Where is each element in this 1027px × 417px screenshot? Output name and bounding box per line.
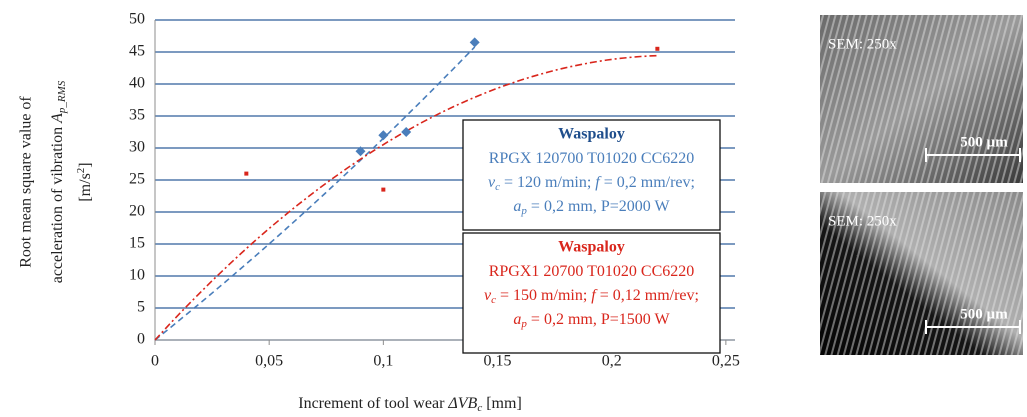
sem-images: SEM: 250x 500 µm SEM: 250x 500 µm bbox=[820, 15, 1023, 355]
legend-text: RPGX1 20700 T01020 CC6220 bbox=[489, 263, 695, 280]
legend-line: ap = 0,2 mm, P=1500 W bbox=[513, 311, 670, 330]
y-tick-label: 45 bbox=[129, 43, 145, 60]
legend-text: = 120 m/min; bbox=[500, 174, 595, 191]
sem-scale-label: 500 µm bbox=[960, 306, 1008, 322]
x-label-part: Increment of tool wear bbox=[298, 395, 448, 412]
y-label-line: Root mean square value of bbox=[18, 96, 35, 268]
legend-text: a bbox=[513, 198, 521, 215]
x-label-part: [mm] bbox=[482, 395, 522, 412]
point bbox=[655, 46, 660, 51]
legend-text: = 0,12 mm/rev; bbox=[596, 287, 699, 304]
legend-text: f bbox=[591, 287, 598, 304]
legend-text: c bbox=[495, 181, 500, 193]
y-label-line: acceleration of vibration Ap_RMS bbox=[49, 80, 68, 283]
y-tick-label: 5 bbox=[137, 299, 145, 316]
y-label-line: [m/s2] bbox=[75, 162, 94, 201]
legend-text: = 0,2 mm, P=2000 W bbox=[527, 198, 671, 215]
x-tick-label: 0,15 bbox=[484, 353, 512, 370]
y-label-part: A bbox=[49, 113, 66, 124]
point bbox=[378, 130, 389, 141]
y-tick-label: 15 bbox=[129, 235, 145, 252]
point bbox=[381, 187, 386, 192]
y-tick-label: 25 bbox=[129, 171, 145, 188]
y-tick-label: 40 bbox=[129, 75, 145, 92]
sem-scale-label: 500 µm bbox=[960, 134, 1008, 150]
legend-line: RPGX1 20700 T01020 CC6220 bbox=[489, 263, 695, 280]
legend-text: RPGX 120700 T01020 CC6220 bbox=[489, 150, 695, 167]
y-tick-label: 20 bbox=[129, 203, 145, 220]
legend-box bbox=[462, 119, 721, 231]
y-label-part: acceleration of vibration bbox=[49, 123, 66, 283]
y-tick-label: 30 bbox=[129, 139, 145, 156]
legend-line: RPGX 120700 T01020 CC6220 bbox=[489, 150, 695, 167]
legend-text: a bbox=[513, 311, 521, 328]
trend-line bbox=[154, 46, 476, 341]
x-tick-label: 0 bbox=[151, 353, 159, 370]
y-label-part: ] bbox=[77, 162, 94, 167]
x-tick-label: 0,2 bbox=[602, 353, 622, 370]
legend-text: = 0,2 mm/rev; bbox=[600, 174, 695, 191]
y-tick-label: 10 bbox=[129, 267, 145, 284]
point bbox=[244, 171, 249, 176]
x-tick-label: 0,05 bbox=[255, 353, 283, 370]
x-axis-label: Increment of tool wear ΔVBc [mm] bbox=[298, 395, 522, 414]
legend-box bbox=[462, 232, 721, 354]
sem-caption: SEM: 250x bbox=[828, 36, 897, 52]
legend-text: c bbox=[491, 294, 496, 306]
legend-text: p bbox=[520, 205, 527, 217]
y-tick-label: 50 bbox=[129, 11, 145, 28]
y-label-part: 2 bbox=[75, 168, 87, 174]
legend-text: v bbox=[488, 174, 496, 191]
legend-text: p bbox=[520, 318, 527, 330]
y-tick-label: 35 bbox=[129, 107, 145, 124]
x-label-part: c bbox=[477, 402, 482, 414]
y-label-part: p_RMS bbox=[56, 80, 68, 114]
x-tick-label: 0,25 bbox=[712, 353, 740, 370]
legend-title: Waspaloy bbox=[558, 126, 625, 143]
point bbox=[355, 146, 366, 157]
y-axis-label: Root mean square value of acceleration o… bbox=[18, 80, 94, 283]
plot-area: 0 5 10 15 20 25 30 35 40 45 50 0 0,05 0,1 0,15 0,2 0,25 bbox=[129, 11, 740, 370]
y-label-part: [m/s bbox=[77, 173, 94, 201]
sem-caption: SEM: 250x bbox=[828, 213, 897, 229]
legend-line: ap = 0,2 mm, P=2000 W bbox=[513, 198, 670, 217]
legend-text: f bbox=[595, 174, 602, 191]
legend-text: v bbox=[484, 287, 492, 304]
point bbox=[469, 37, 480, 48]
y-tick-label: 0 bbox=[137, 331, 145, 348]
legend-text: = 0,2 mm, P=1500 W bbox=[527, 311, 671, 328]
x-tick-label: 0,1 bbox=[373, 353, 393, 370]
legend-title: Waspaloy bbox=[558, 239, 625, 256]
legend-line: vc = 150 m/min; f = 0,12 mm/rev; bbox=[484, 287, 699, 306]
legend-line: vc = 120 m/min; f = 0,2 mm/rev; bbox=[488, 174, 695, 193]
x-label-part: ΔVB bbox=[447, 395, 477, 412]
point bbox=[401, 127, 412, 137]
legend-text: = 150 m/min; bbox=[496, 287, 591, 304]
